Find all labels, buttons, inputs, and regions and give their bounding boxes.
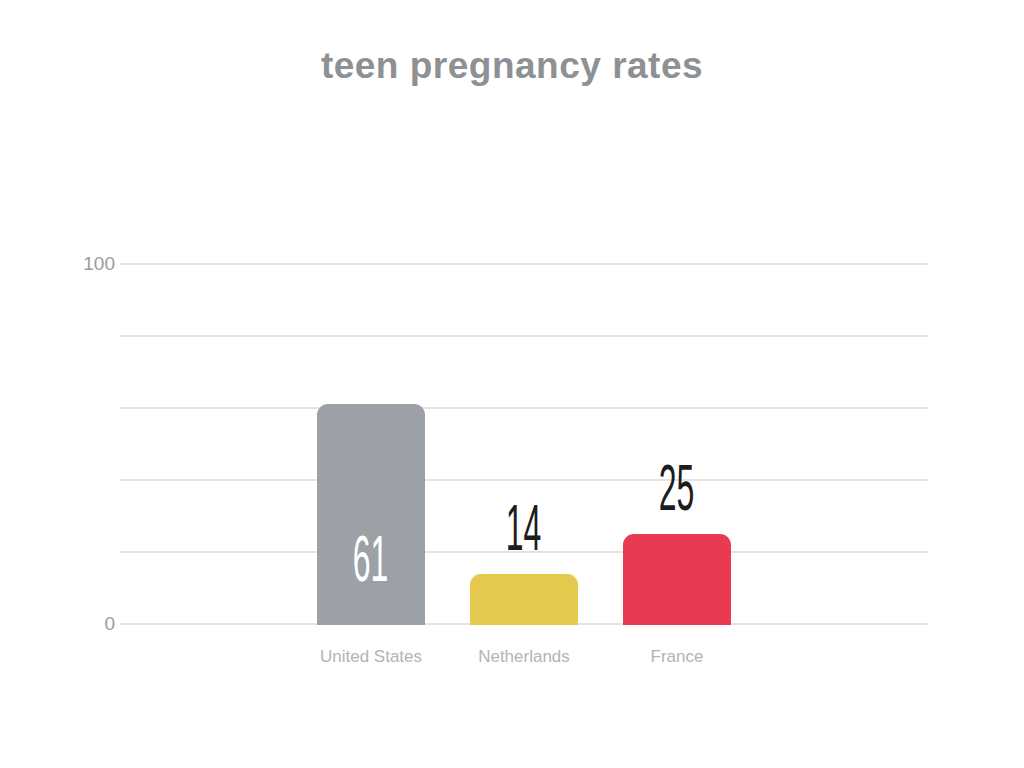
y-axis-tick-label: 0	[58, 614, 115, 634]
bar-value-text: 14	[506, 496, 542, 560]
bar	[623, 534, 731, 625]
y-axis-tick-label: 100	[58, 254, 115, 274]
gridline	[120, 479, 928, 481]
gridline	[120, 263, 928, 265]
bar	[470, 574, 578, 625]
bar-value-label: 61	[317, 527, 425, 591]
bar-value-text: 25	[659, 456, 695, 520]
bar-value-label: 25	[623, 456, 731, 520]
category-label: France	[603, 646, 751, 668]
chart-title: teen pregnancy rates	[0, 42, 1024, 90]
gridline	[120, 407, 928, 409]
gridline	[120, 335, 928, 337]
bar-value-label: 14	[470, 496, 578, 560]
bar-value-text: 61	[353, 527, 389, 591]
category-label: United States	[297, 646, 445, 668]
category-label: Netherlands	[450, 646, 598, 668]
slide: teen pregnancy rates 100 0 61 United States…	[0, 0, 1024, 768]
